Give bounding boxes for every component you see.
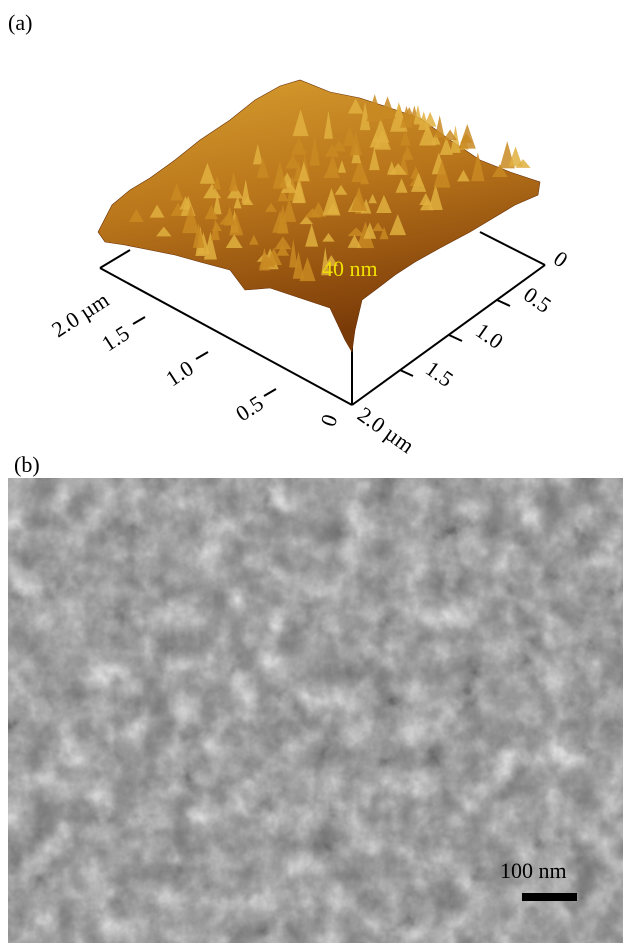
axis-label: 1.0 [471, 318, 508, 354]
scale-bar-label: 100 nm [500, 858, 567, 883]
axis-label: 2.0 µm [353, 402, 419, 458]
height-label: 40 nm [322, 256, 378, 281]
axis-label: 0 [315, 411, 342, 430]
panel-label: (b) [14, 452, 40, 477]
afm-peak [435, 115, 445, 137]
axis-label: 0.5 [519, 282, 556, 318]
scale-bar [522, 893, 577, 901]
panel-label: (a) [8, 10, 32, 35]
axis-label: 1.5 [421, 356, 458, 392]
axis-ticks [133, 300, 510, 396]
figure: (a) 40 nm 2.0 µm 1.5 1.0 0.5 0 0 0.5 1.0… [0, 0, 623, 943]
axis-label: 0 [549, 246, 572, 273]
afm-peak [459, 124, 476, 149]
axis-label: 1.5 [97, 320, 134, 356]
axis-label: 1.0 [161, 355, 198, 391]
axis-label: 0.5 [231, 390, 268, 426]
